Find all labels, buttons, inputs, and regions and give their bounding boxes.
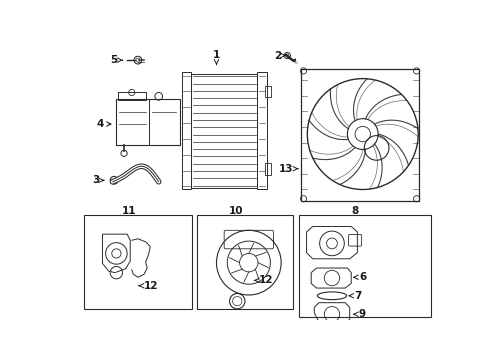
Text: 12: 12 — [259, 275, 273, 285]
Bar — [182, 72, 191, 189]
Bar — [117, 99, 179, 145]
Bar — [84, 215, 192, 309]
Text: 1: 1 — [213, 50, 220, 60]
Bar — [191, 74, 257, 188]
Text: 10: 10 — [228, 206, 243, 216]
Text: 9: 9 — [359, 309, 366, 319]
Text: 6: 6 — [359, 272, 366, 282]
Text: 4: 4 — [97, 119, 104, 129]
Text: 11: 11 — [122, 206, 136, 216]
Text: 12: 12 — [143, 281, 158, 291]
Bar — [197, 215, 294, 309]
Bar — [301, 69, 419, 201]
Bar — [118, 93, 146, 100]
Bar — [257, 72, 267, 189]
Text: 3: 3 — [92, 175, 99, 185]
Text: 5: 5 — [111, 55, 118, 65]
Text: 13: 13 — [279, 164, 294, 174]
Bar — [265, 86, 271, 97]
Text: 2: 2 — [274, 50, 281, 60]
Text: 8: 8 — [351, 206, 359, 216]
Bar — [265, 163, 271, 175]
Bar — [299, 215, 431, 316]
Text: 7: 7 — [354, 291, 362, 301]
